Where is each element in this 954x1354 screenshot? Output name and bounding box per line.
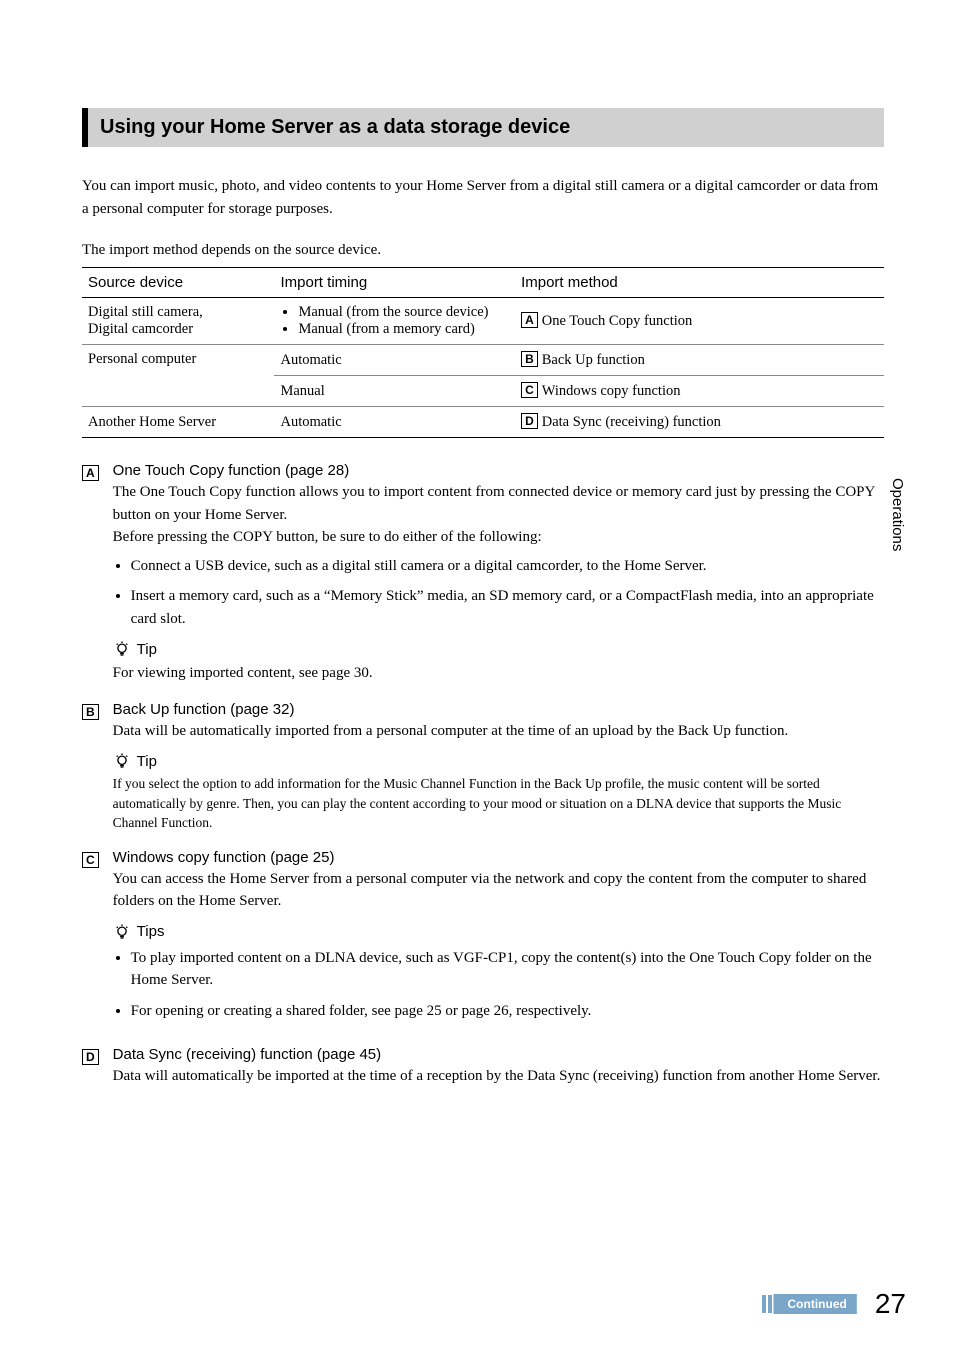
- ref-box: B: [82, 704, 99, 720]
- section-heading: Using your Home Server as a data storage…: [82, 108, 884, 147]
- page-number: 27: [875, 1288, 906, 1320]
- table-cell-source: Digital still camera, Digital camcorder: [82, 298, 274, 345]
- table-row: Another Home Server Automatic DData Sync…: [82, 407, 884, 438]
- tip-bullet: To play imported content on a DLNA devic…: [131, 947, 884, 992]
- table-cell-timing: Manual (from the source device) Manual (…: [274, 298, 515, 345]
- page-footer: Continued 27: [762, 1288, 906, 1320]
- lightbulb-icon: [113, 923, 131, 941]
- import-method-table: Source device Import timing Import metho…: [82, 267, 884, 438]
- method-text: Windows copy function: [542, 383, 681, 399]
- table-cell-method: BBack Up function: [515, 345, 884, 376]
- tip-bullet: For opening or creating a shared folder,…: [131, 1000, 884, 1023]
- lightbulb-icon: [113, 752, 131, 770]
- tip-body: For viewing imported content, see page 3…: [113, 662, 884, 685]
- table-header-source: Source device: [82, 268, 274, 298]
- tip-body: If you select the option to add informat…: [113, 774, 884, 833]
- table-row: Digital still camera, Digital camcorder …: [82, 298, 884, 345]
- item-b: B Back Up function (page 32) Data will b…: [82, 701, 884, 833]
- tip-heading: Tip: [113, 752, 884, 770]
- table-cell-method: CWindows copy function: [515, 376, 884, 407]
- tip-label: Tip: [137, 641, 157, 658]
- tip-heading: Tip: [113, 640, 884, 658]
- ref-box: D: [82, 1049, 99, 1065]
- table-cell-method: DData Sync (receiving) function: [515, 407, 884, 438]
- item-bullet: Insert a memory card, such as a “Memory …: [131, 585, 884, 630]
- method-text: One Touch Copy function: [542, 313, 693, 329]
- item-title: Windows copy function (page 25): [113, 849, 884, 866]
- item-body: You can access the Home Server from a pe…: [113, 868, 884, 913]
- table-header-timing: Import timing: [274, 268, 515, 298]
- item-body: The One Touch Copy function allows you t…: [113, 481, 884, 549]
- item-c: C Windows copy function (page 25) You ca…: [82, 849, 884, 1031]
- table-cell-source: Another Home Server: [82, 407, 274, 438]
- table-row: Personal computer Automatic BBack Up fun…: [82, 345, 884, 376]
- intro-paragraph: You can import music, photo, and video c…: [82, 175, 884, 220]
- ref-box: D: [521, 413, 538, 429]
- item-body: Data will be automatically imported from…: [113, 720, 884, 743]
- item-a: A One Touch Copy function (page 28) The …: [82, 462, 884, 685]
- item-body: Data will automatically be imported at t…: [113, 1065, 884, 1088]
- ref-box: C: [521, 382, 538, 398]
- tip-label: Tip: [137, 753, 157, 770]
- lightbulb-icon: [113, 640, 131, 658]
- tip-heading: Tips: [113, 923, 884, 941]
- item-title: Data Sync (receiving) function (page 45): [113, 1046, 884, 1063]
- side-tab-operations: Operations: [889, 478, 906, 551]
- item-title: Back Up function (page 32): [113, 701, 884, 718]
- item-bullet: Connect a USB device, such as a digital …: [131, 555, 884, 578]
- item-title: One Touch Copy function (page 28): [113, 462, 884, 479]
- table-cell-timing: Automatic: [274, 407, 515, 438]
- ref-box: A: [82, 465, 99, 481]
- item-d: D Data Sync (receiving) function (page 4…: [82, 1046, 884, 1088]
- ref-box: B: [521, 351, 538, 367]
- table-cell-source: Personal computer: [82, 345, 274, 407]
- continued-label: Continued: [774, 1294, 857, 1314]
- tip-label: Tips: [137, 923, 165, 940]
- timing-bullet: Manual (from the source device): [298, 304, 509, 321]
- table-cell-method: AOne Touch Copy function: [515, 298, 884, 345]
- ref-box: A: [521, 312, 538, 328]
- method-text: Data Sync (receiving) function: [542, 414, 721, 430]
- table-cell-timing: Automatic: [274, 345, 515, 376]
- table-intro: The import method depends on the source …: [82, 242, 884, 259]
- continued-badge: Continued: [762, 1294, 857, 1314]
- method-text: Back Up function: [542, 352, 645, 368]
- table-header-method: Import method: [515, 268, 884, 298]
- table-cell-timing: Manual: [274, 376, 515, 407]
- ref-box: C: [82, 852, 99, 868]
- timing-bullet: Manual (from a memory card): [298, 321, 509, 338]
